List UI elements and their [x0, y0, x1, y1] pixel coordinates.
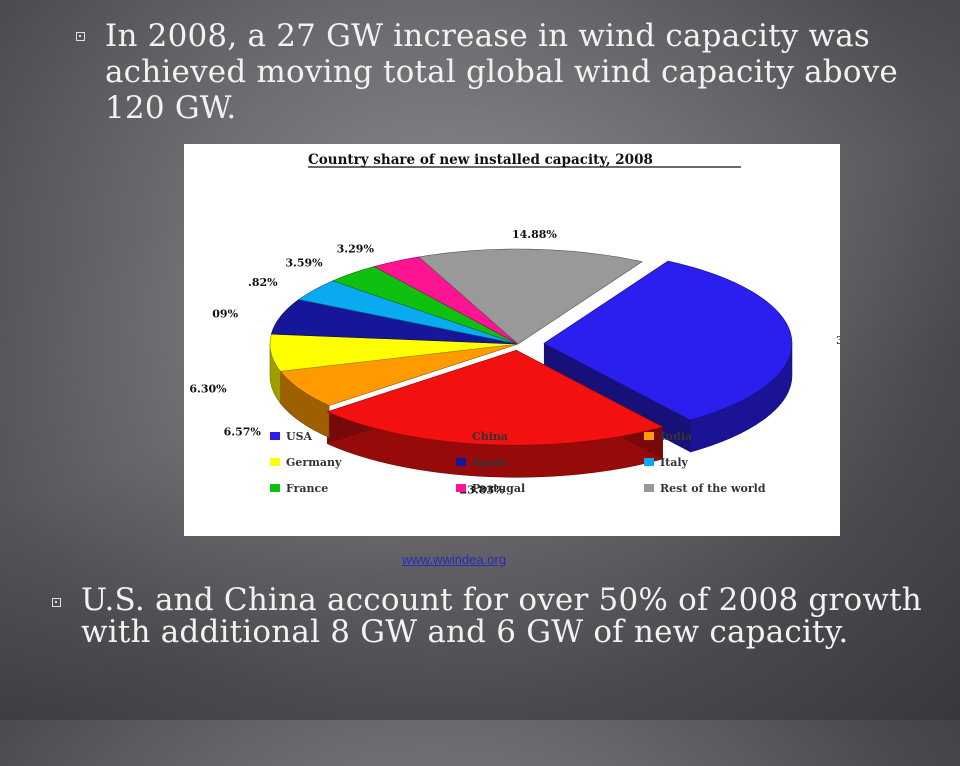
pie-label-india: 6.57%	[224, 426, 262, 439]
legend-label-france: France	[286, 482, 328, 495]
pie-slices	[269, 248, 793, 446]
pie-chart-svg: Country share of new installed capacity,…	[189, 152, 840, 496]
legend-swatch-india	[644, 432, 654, 440]
legend-label-spain: Spain	[472, 456, 507, 469]
pie-labels: 31.62% 23.83% 6.57% 6.30% 09% .82% 3.59% 3.29% 1…	[189, 228, 840, 496]
legend-label-portugal: Portugal	[472, 482, 525, 495]
legend-swatch-spain	[456, 458, 466, 466]
pie-slice-usa	[543, 260, 793, 421]
pie-label-usa: 31.62%	[836, 334, 840, 347]
bullet-text-bottom: U.S. and China account for over 50% of 2…	[81, 582, 922, 650]
legend-swatch-italy	[644, 458, 654, 466]
pie-slice-rest-of-world	[418, 248, 643, 345]
legend-label-china: China	[472, 430, 508, 443]
pie-label-china: 23.83%	[460, 483, 505, 496]
chart-legend: USA China India Germany Spain Italy France Port…	[270, 430, 766, 495]
bullet-point-top: In 2008, a 27 GW increase in wind capaci…	[76, 18, 906, 126]
legend-label-germany: Germany	[286, 456, 342, 469]
legend-swatch-usa	[270, 432, 280, 440]
pie-label-france: 3.59%	[285, 257, 323, 270]
bullet-point-bottom: U.S. and China account for over 50% of 2…	[52, 584, 932, 648]
legend-label-usa: USA	[286, 430, 313, 443]
legend-swatch-portugal	[456, 484, 466, 492]
bullet-text-top: In 2008, a 27 GW increase in wind capaci…	[105, 18, 898, 126]
legend-label-italy: Italy	[660, 456, 689, 469]
pie-label-italy: .82%	[248, 276, 278, 289]
pie-label-rest-of-world: 14.88%	[512, 228, 557, 241]
pie-label-germany: 6.30%	[189, 382, 227, 395]
pie-label-spain: 09%	[212, 307, 238, 320]
legend-swatch-germany	[270, 458, 280, 466]
legend-label-rest-of-world: Rest of the world	[660, 482, 766, 495]
pie-chart-image: Country share of new installed capacity,…	[184, 144, 840, 536]
legend-swatch-france	[270, 484, 280, 492]
legend-label-india: India	[660, 430, 692, 443]
chart-title: Country share of new installed capacity,…	[308, 152, 653, 168]
source-link[interactable]: www.wwindea.org	[402, 552, 507, 567]
pie-slice-china	[326, 349, 664, 446]
square-bullet-icon	[76, 32, 85, 41]
legend-swatch-rest-of-world	[644, 484, 654, 492]
square-bullet-icon	[52, 598, 61, 607]
legend-swatch-china	[456, 432, 466, 440]
pie-label-portugal: 3.29%	[337, 242, 375, 255]
